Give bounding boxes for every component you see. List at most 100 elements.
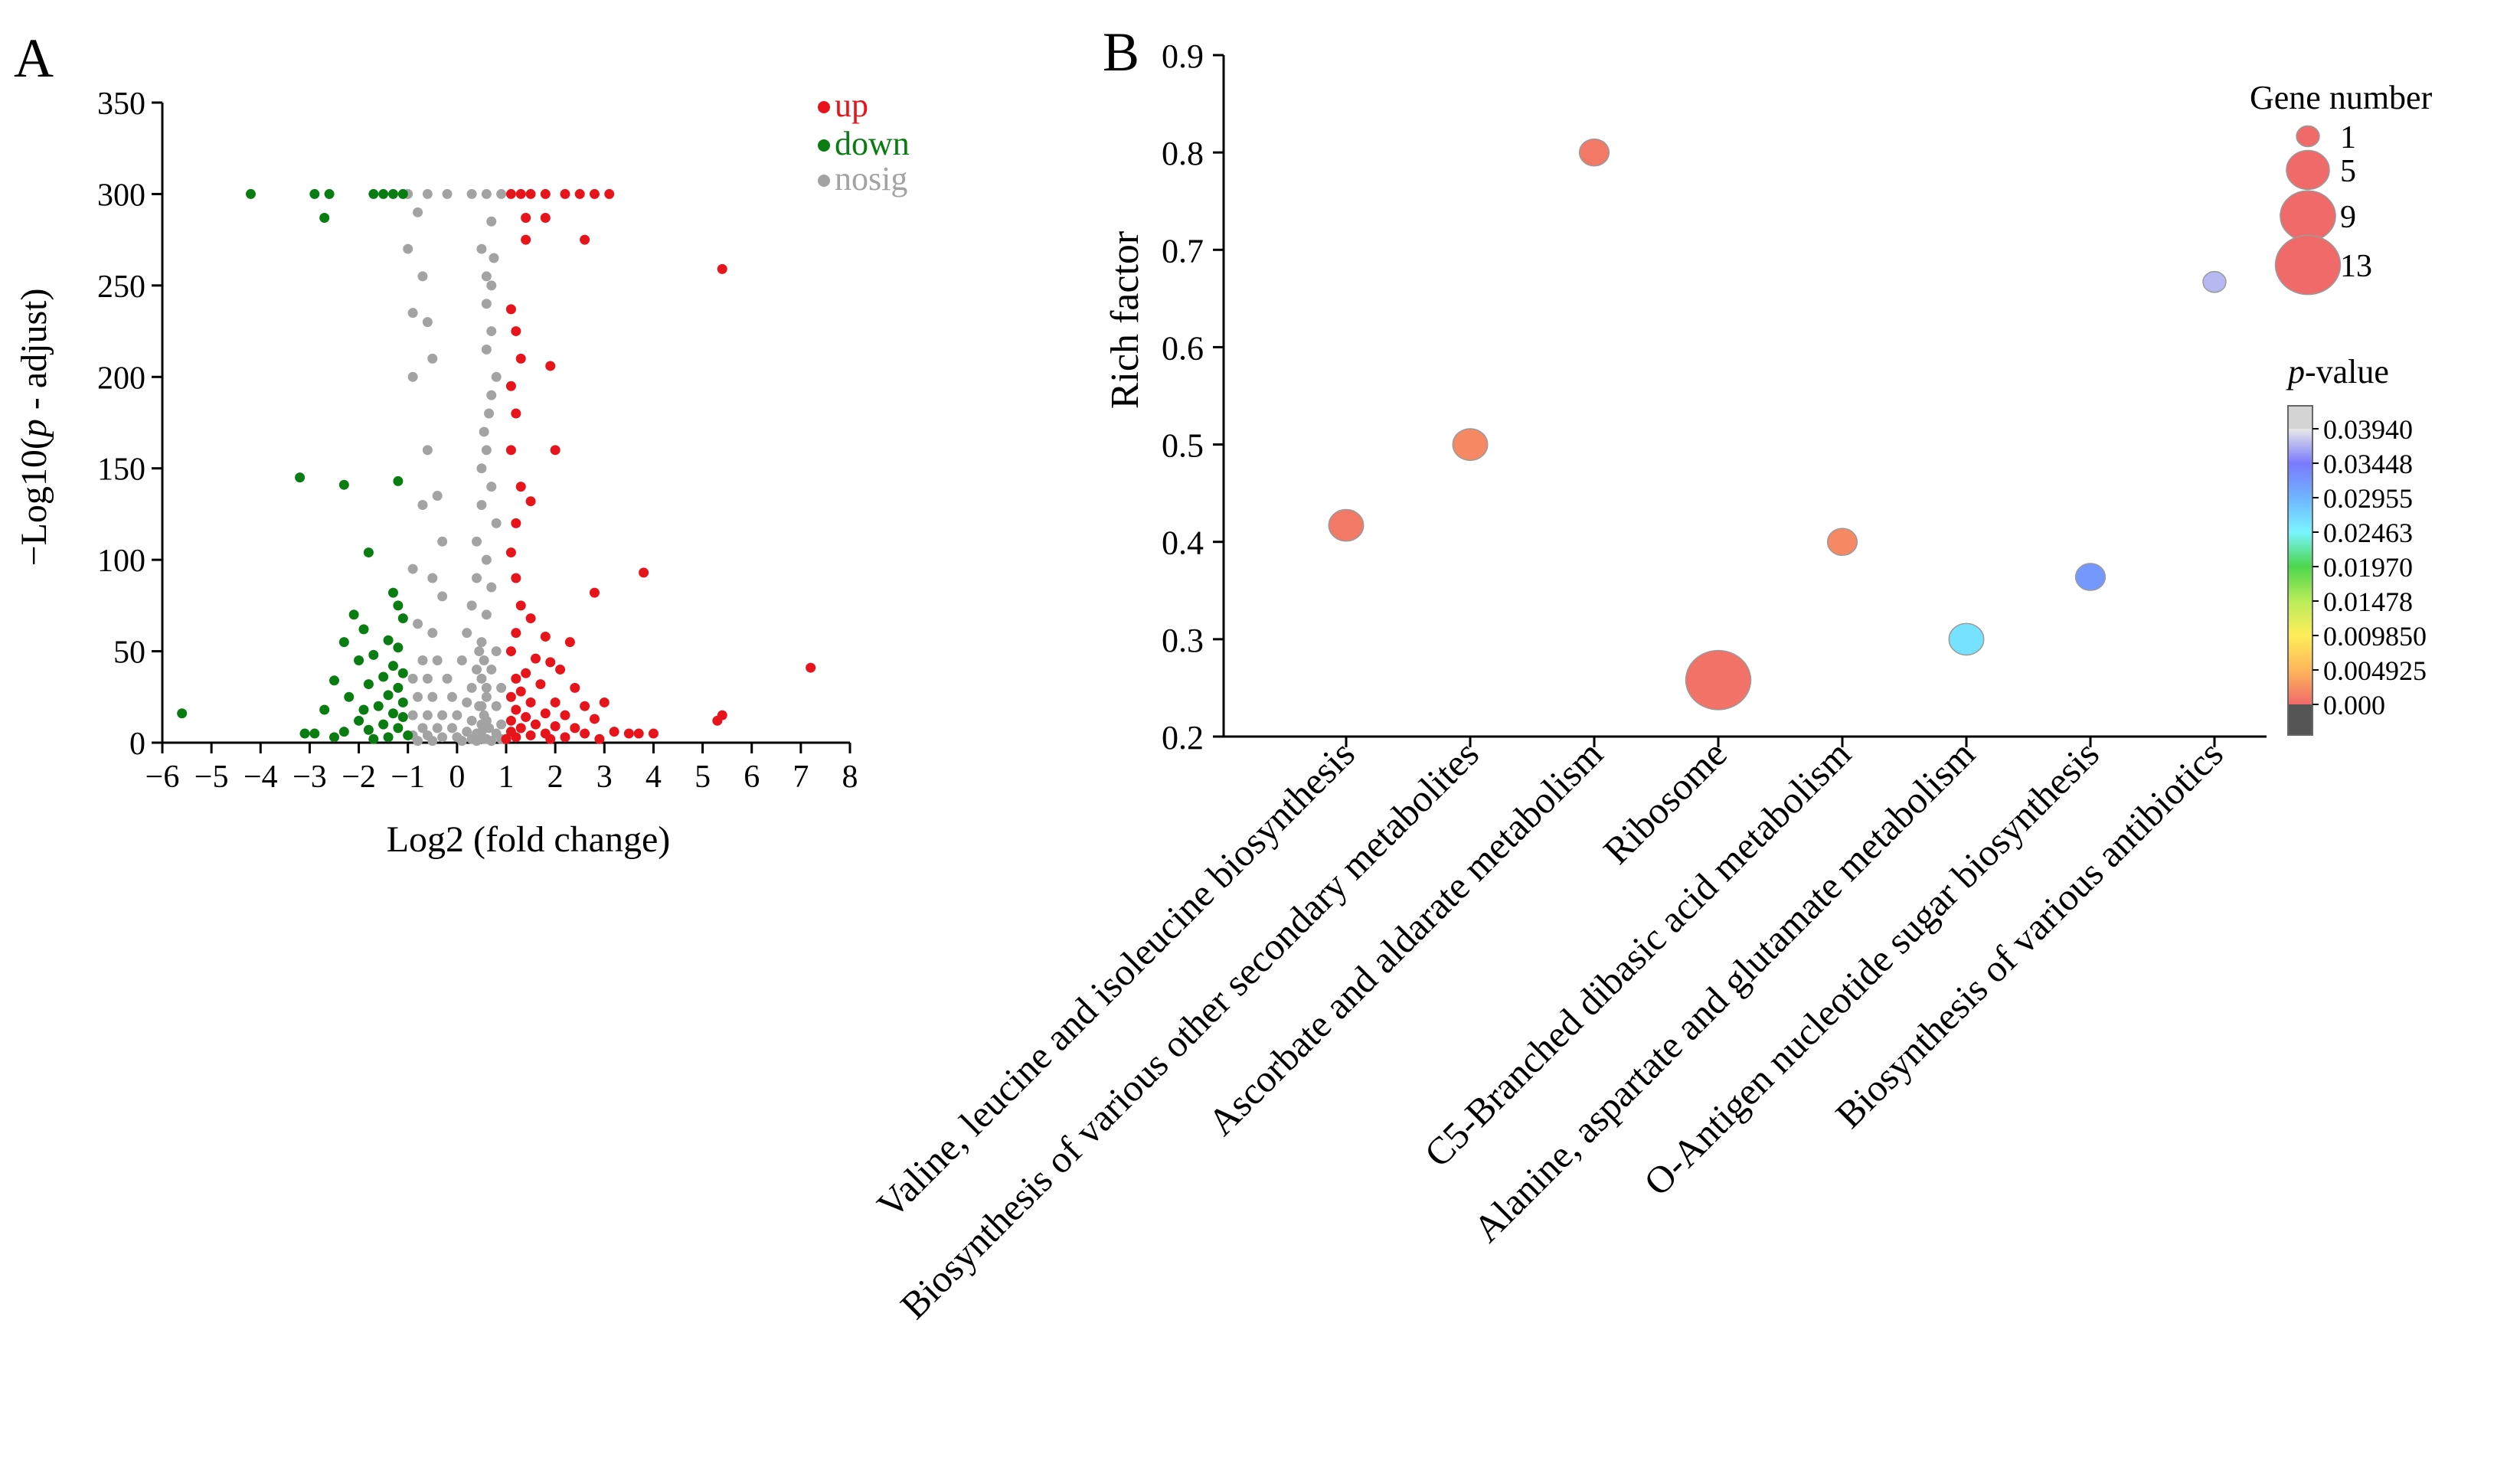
a-point-down [368, 188, 379, 199]
a-point-up [501, 734, 512, 744]
a-point-up [525, 730, 536, 740]
a-point-nosig [474, 701, 485, 711]
a-point-nosig [413, 619, 423, 629]
a-point-nosig [427, 628, 438, 639]
a-point-up [515, 188, 526, 199]
a-point-nosig [407, 371, 418, 382]
a-point-up [511, 326, 521, 337]
a-x-tick-label: 8 [842, 760, 858, 795]
size-legend-label: 5 [2340, 154, 2356, 189]
a-point-up [545, 657, 556, 668]
panel-b-color-legend: p-value 0.03940 0.03448 0.02955 0.02463 0.01… [2286, 353, 2427, 736]
a-point-nosig [491, 646, 502, 657]
a-point-nosig [407, 710, 418, 720]
a-point-up [560, 188, 570, 199]
a-point-nosig [422, 710, 433, 720]
a-point-up [604, 188, 615, 199]
a-point-up [505, 715, 516, 726]
a-y-tick-label: 250 [97, 270, 145, 305]
a-point-nosig [476, 673, 487, 684]
a-point-nosig [422, 188, 433, 199]
b-bubble [1452, 428, 1489, 461]
a-point-up [589, 714, 600, 724]
a-point-down [344, 691, 355, 702]
a-point-nosig [484, 723, 495, 734]
a-point-up [511, 704, 521, 715]
a-point-down [387, 188, 398, 199]
a-x-tick-label: 2 [547, 760, 564, 795]
a-point-nosig [476, 499, 487, 510]
a-point-nosig [417, 723, 428, 734]
a-point-down [373, 701, 384, 711]
a-point-up [560, 732, 570, 743]
a-point-down [397, 697, 408, 707]
a-x-tick-label: −4 [244, 760, 278, 795]
a-point-nosig [486, 326, 497, 337]
color-legend-label: 0.009850 [2323, 621, 2427, 652]
a-point-up [545, 734, 556, 744]
a-point-up [564, 637, 575, 648]
a-point-nosig [479, 655, 489, 666]
a-point-down [358, 624, 369, 635]
a-point-nosig [456, 736, 467, 747]
a-point-nosig [466, 600, 477, 611]
b-y-tick-label: 0.5 [1162, 427, 1204, 465]
a-point-down [397, 188, 408, 199]
a-x-tick-label: −3 [293, 760, 327, 795]
b-x-tick-label: Valine, leucine and isoleucine biosynthe… [868, 732, 1362, 1226]
a-point-down [348, 609, 359, 620]
size-legend-label: 9 [2340, 200, 2356, 235]
a-point-nosig [427, 573, 438, 583]
a-point-nosig [462, 727, 472, 737]
a-y-tick-label: 350 [97, 87, 145, 122]
b-x-tick-label: Biosynthesis of various other secondary … [892, 732, 1487, 1327]
a-point-down [358, 704, 369, 715]
a-point-down [378, 719, 389, 730]
a-point-up [550, 697, 561, 707]
a-point-nosig [432, 723, 443, 734]
a-point-up [521, 668, 531, 678]
panel-b-bubbles [1328, 138, 2227, 711]
a-point-nosig [466, 715, 477, 726]
a-point-down [354, 715, 364, 726]
panel-b-y-axis-title: Rich factor [1103, 231, 1147, 409]
a-point-down [299, 728, 310, 739]
panel-b-enrichment-bubble-plot: B 0.2 0.3 0.4 0.5 0.6 0.7 0.8 0.9 Valine, leucin… [868, 21, 2432, 1327]
a-point-down [397, 668, 408, 678]
a-point-up [515, 723, 526, 734]
a-point-down [309, 728, 320, 739]
a-point-up [525, 496, 536, 507]
panel-a-y-axis-title: −Log10(p - adjust) [14, 289, 54, 567]
a-point-down [378, 188, 389, 199]
b-y-tick-label: 0.8 [1162, 135, 1204, 172]
a-point-nosig [481, 299, 492, 309]
size-legend-label: 13 [2340, 249, 2372, 284]
panel-a-x-axis-title: Log2 (fold change) [387, 819, 671, 860]
a-point-nosig [486, 280, 497, 291]
size-legend-title: Gene number [2250, 79, 2433, 116]
a-legend-label-up: up [835, 87, 868, 124]
a-x-tick-label: 6 [744, 760, 760, 795]
a-point-nosig [456, 655, 467, 666]
a-point-nosig [452, 710, 462, 720]
a-point-up [806, 662, 816, 673]
a-point-nosig [462, 697, 472, 707]
a-point-nosig [413, 736, 423, 747]
a-point-nosig [491, 701, 502, 711]
a-point-down [368, 734, 379, 744]
a-point-down [397, 712, 408, 723]
color-legend-top-cap [2288, 406, 2312, 429]
a-point-up [589, 188, 600, 199]
color-legend-label: 0.03448 [2323, 449, 2413, 479]
color-legend-label: 0.000 [2323, 690, 2385, 720]
a-legend-label-down: down [835, 125, 910, 162]
a-point-nosig [496, 682, 507, 693]
a-point-up [515, 686, 526, 697]
a-point-down [368, 649, 379, 660]
a-point-nosig [472, 573, 482, 583]
size-legend-bubble [2274, 234, 2342, 296]
a-legend-marker-nosig [818, 175, 830, 187]
a-point-nosig [407, 308, 418, 319]
